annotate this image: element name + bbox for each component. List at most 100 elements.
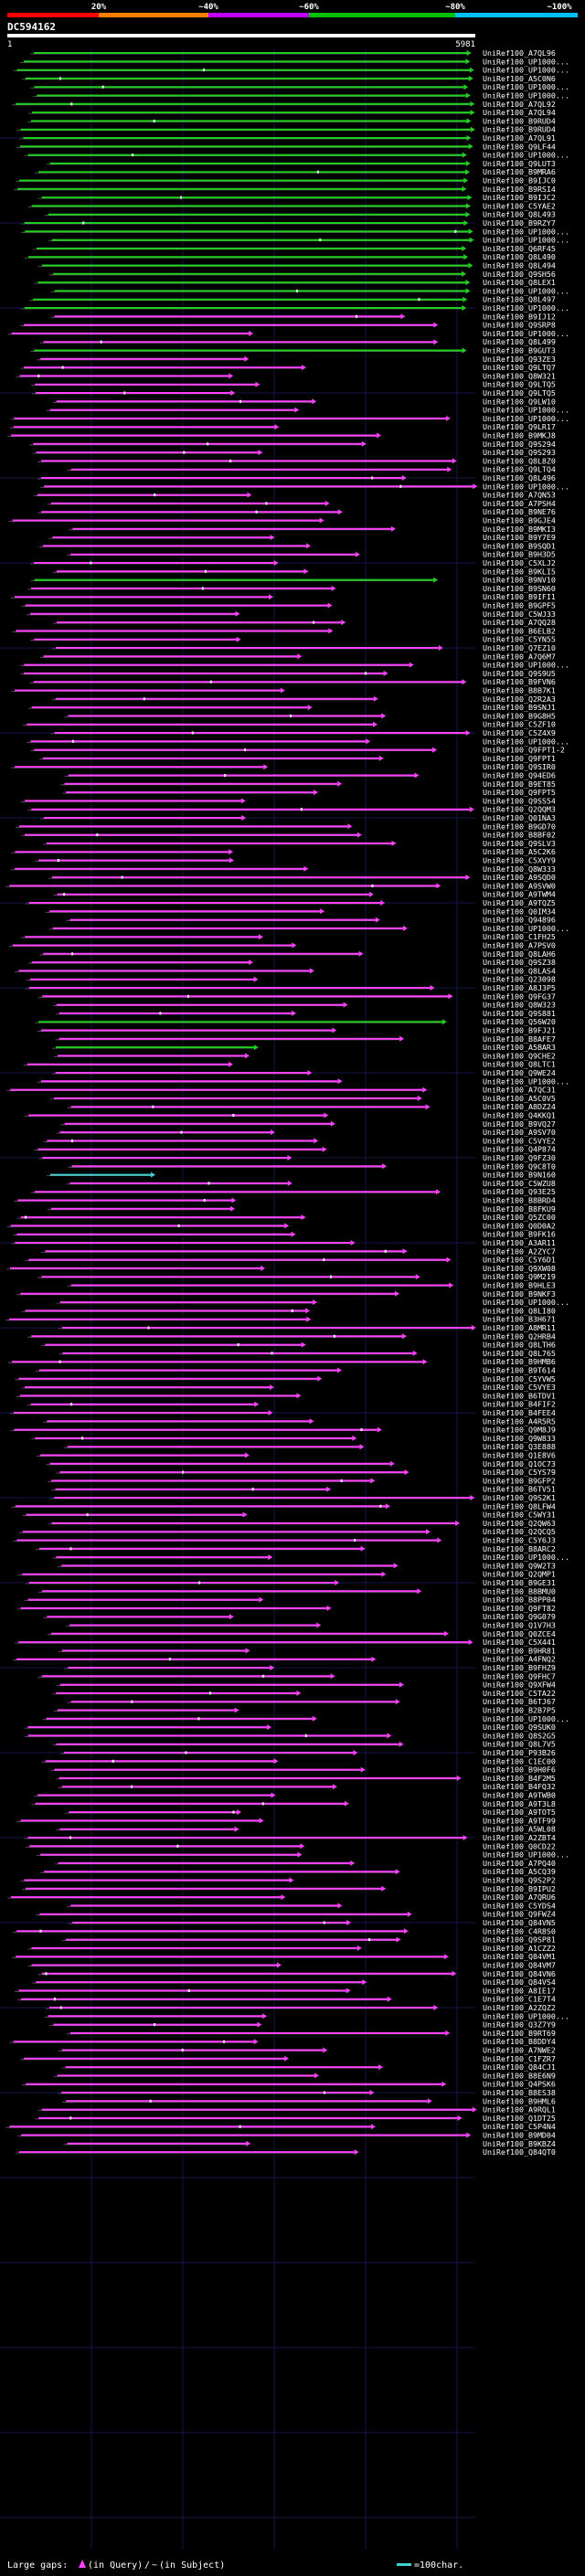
hit-row[interactable]: UniRef100_A9SQD0 [48, 873, 556, 882]
hit-row[interactable]: UniRef100_B9Y7E9 [48, 533, 556, 542]
hit-label[interactable]: UniRef100_Q8LTH6 [483, 1341, 556, 1350]
hit-row[interactable]: UniRef100_C1FZR7 [20, 2054, 556, 2063]
hit-row[interactable]: UniRef100_UP1000... [42, 1714, 569, 1723]
hit-label[interactable]: UniRef100_A9TQZ5 [483, 898, 556, 907]
hit-label[interactable]: UniRef100_C5WY31 [483, 1511, 556, 1520]
hit-row[interactable]: UniRef100_A9TF99 [16, 1816, 556, 1825]
hit-label[interactable]: UniRef100_B8AFE7 [483, 1034, 556, 1044]
hit-row[interactable]: UniRef100_C1FH25 [21, 932, 556, 941]
hit-label[interactable]: UniRef100_Q4PSK6 [483, 2080, 556, 2089]
hit-row[interactable]: UniRef100_B9RT69 [66, 2029, 556, 2038]
hit-label[interactable]: UniRef100_Q9SIR0 [483, 762, 556, 771]
hit-row[interactable]: UniRef100_B9NE76 [37, 507, 556, 516]
hit-label[interactable]: UniRef100_Q8S2G5 [483, 1731, 556, 1740]
hit-label[interactable]: UniRef100_UP1000... [483, 151, 569, 160]
hit-label[interactable]: UniRef100_Q8L494 [483, 261, 556, 270]
hit-row[interactable]: UniRef100_B9HML6 [62, 2096, 556, 2105]
hit-label[interactable]: UniRef100_Q0D0A2 [483, 1221, 556, 1230]
hit-row[interactable]: UniRef100_Q8S2G5 [24, 1731, 556, 1740]
hit-label[interactable]: UniRef100_Q01NA3 [483, 813, 556, 822]
hit-row[interactable]: UniRef100_Q8LTC1 [23, 1060, 556, 1069]
hit-row[interactable]: UniRef100_A2ZYC7 [41, 1246, 556, 1256]
hit-label[interactable]: UniRef100_Q2R2A3 [483, 694, 556, 704]
hit-row[interactable]: UniRef100_B9FHZ9 [64, 1663, 556, 1672]
hit-row[interactable]: UniRef100_Q1V7H3 [66, 1621, 556, 1630]
hit-label[interactable]: UniRef100_Q3Z7Y9 [483, 2020, 556, 2030]
hit-row[interactable]: UniRef100_Q5ZC00 [16, 1213, 556, 1222]
hit-row[interactable]: UniRef100_Q9M219 [37, 1272, 556, 1281]
hit-label[interactable]: UniRef100_Q9S881 [483, 1009, 556, 1018]
hit-label[interactable]: UniRef100_Q9M8J9 [483, 1426, 556, 1435]
hit-row[interactable]: UniRef100_Q9SZ38 [27, 958, 556, 967]
hit-label[interactable]: UniRef100_B6TJ67 [483, 1697, 556, 1706]
hit-label[interactable]: UniRef100_A7PSH4 [483, 499, 556, 508]
hit-label[interactable]: UniRef100_B4FEE4 [483, 1408, 556, 1417]
hit-row[interactable]: UniRef100_C5YDS4 [67, 1901, 556, 1910]
hit-label[interactable]: UniRef100_Q9XFW4 [483, 1680, 556, 1690]
hit-label[interactable]: UniRef100_B9MKI3 [483, 525, 556, 534]
hit-row[interactable]: UniRef100_B4FIF2 [27, 1400, 556, 1409]
hit-row[interactable]: UniRef100_Q9SRP8 [20, 321, 556, 330]
hit-row[interactable]: UniRef100_C5VYE2 [43, 1136, 556, 1145]
hit-row[interactable]: UniRef100_B9T614 [35, 1366, 556, 1375]
hit-row[interactable]: UniRef100_A7QL91 [19, 133, 556, 143]
hit-row[interactable]: UniRef100_Q9LTQ5 [32, 388, 556, 398]
hit-row[interactable]: UniRef100_A5C0N6 [21, 74, 556, 83]
hit-row[interactable]: UniRef100_A7QC31 [6, 1086, 556, 1095]
hit-row[interactable]: UniRef100_B8BMU0 [38, 1586, 556, 1595]
hit-label[interactable]: UniRef100_Q9S294 [483, 440, 556, 449]
hit-label[interactable]: UniRef100_B4FIF2 [483, 1400, 556, 1409]
hit-label[interactable]: UniRef100_Q9FPT1-2 [483, 746, 565, 755]
hit-row[interactable]: UniRef100_UP1000... [33, 91, 569, 101]
hit-row[interactable]: UniRef100_B9IPU2 [21, 1884, 556, 1893]
hit-row[interactable]: UniRef100_UP1000... [37, 1850, 569, 1860]
hit-label[interactable]: UniRef100_A1CZZ2 [483, 1944, 556, 1953]
hit-row[interactable]: UniRef100_A5C0V5 [50, 1094, 556, 1103]
hit-row[interactable]: UniRef100_B8E6N9 [53, 2071, 556, 2080]
hit-row[interactable]: UniRef100_Q2QCQ5 [18, 1527, 556, 1536]
hit-row[interactable]: UniRef100_Q4P874 [34, 1145, 556, 1154]
hit-row[interactable]: UniRef100_Q9FPT5 [62, 788, 556, 797]
hit-row[interactable]: UniRef100_A9T3L8 [31, 1799, 556, 1808]
hit-row[interactable]: UniRef100_A2ZBT4 [24, 1833, 556, 1842]
hit-row[interactable]: UniRef100_C5TA22 [52, 1689, 556, 1698]
hit-label[interactable]: UniRef100_Q84VM1 [483, 1952, 556, 1961]
hit-label[interactable]: UniRef100_UP1000... [483, 329, 569, 338]
hit-label[interactable]: UniRef100_C5Z4X9 [483, 728, 556, 737]
hit-label[interactable]: UniRef100_B9RT69 [483, 2029, 556, 2038]
hit-row[interactable]: UniRef100_B2B7P5 [53, 1706, 556, 1715]
hit-label[interactable]: UniRef100_B8DDY4 [483, 2037, 556, 2046]
hit-row[interactable]: UniRef100_Q9S2K1 [50, 1493, 556, 1502]
hit-label[interactable]: UniRef100_B9GFP2 [483, 1476, 556, 1485]
hit-label[interactable]: UniRef100_UP1000... [483, 303, 569, 313]
hit-row[interactable]: UniRef100_B8DDY4 [9, 2037, 556, 2046]
hit-label[interactable]: UniRef100_UP1000... [483, 66, 569, 75]
hit-label[interactable]: UniRef100_A7QC31 [483, 1086, 556, 1095]
hit-row[interactable]: UniRef100_Q9LW10 [52, 397, 556, 406]
hit-row[interactable]: UniRef100_Q9S2P2 [20, 1876, 556, 1885]
hit-label[interactable]: UniRef100_Q9M219 [483, 1272, 556, 1281]
hit-label[interactable]: UniRef100_Q8L7V5 [483, 1740, 556, 1749]
hit-label[interactable]: UniRef100_C1EC00 [483, 1756, 556, 1765]
hit-row[interactable]: UniRef100_B9SQD1 [38, 541, 556, 550]
hit-label[interactable]: UniRef100_B8BRD4 [483, 1196, 556, 1205]
hit-row[interactable]: UniRef100_B8BF02 [20, 831, 556, 840]
hit-row[interactable]: UniRef100_B6TV51 [51, 1485, 556, 1494]
hit-row[interactable]: UniRef100_B4F2M5 [55, 1774, 556, 1783]
hit-row[interactable]: UniRef100_Q9S294 [29, 440, 556, 449]
hit-label[interactable]: UniRef100_B8PP04 [483, 1595, 556, 1605]
hit-row[interactable]: UniRef100_UP1000... [24, 151, 569, 160]
hit-row[interactable]: UniRef100_B8FKU9 [47, 1204, 556, 1214]
hit-label[interactable]: UniRef100_B3H671 [483, 1315, 556, 1324]
hit-row[interactable]: UniRef100_UP1000... [30, 82, 569, 91]
hit-row[interactable]: UniRef100_C5YS79 [56, 1468, 556, 1477]
hit-row[interactable]: UniRef100_B9HLE3 [67, 1281, 556, 1290]
hit-label[interactable]: UniRef100_Q9SP81 [483, 1935, 556, 1945]
hit-row[interactable]: UniRef100_B9HMB6 [8, 1357, 556, 1366]
hit-label[interactable]: UniRef100_B9ET85 [483, 779, 556, 789]
hit-label[interactable]: UniRef100_A9SV70 [483, 1128, 556, 1137]
hit-label[interactable]: UniRef100_B9MKJ8 [483, 431, 556, 440]
hit-label[interactable]: UniRef100_Q2QCQ5 [483, 1527, 556, 1536]
hit-label[interactable]: UniRef100_Q1V7H3 [483, 1621, 556, 1630]
hit-row[interactable]: UniRef100_Q93ZE3 [37, 355, 556, 364]
